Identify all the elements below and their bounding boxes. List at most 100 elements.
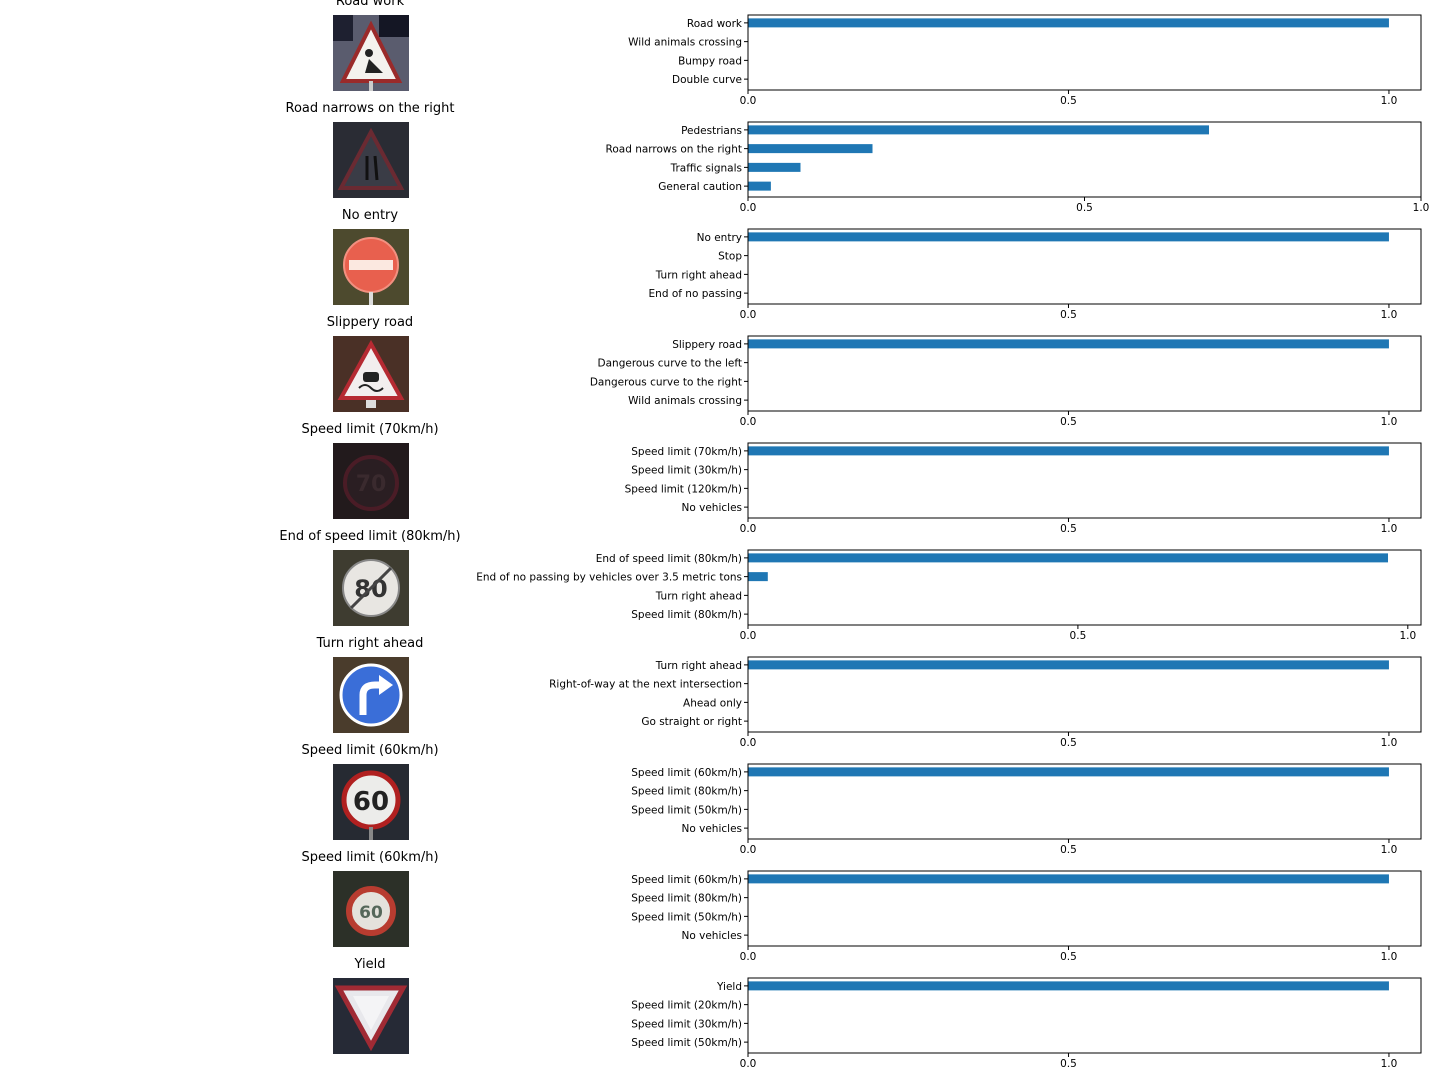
turn-right-ahead-sign-image	[333, 657, 409, 733]
category-label: Speed limit (30km/h)	[631, 465, 742, 477]
top-probabilities-chart: Pedestrians Road narrows on the right Traf…	[470, 107, 1440, 214]
x-tick-label: 0.5	[1060, 844, 1077, 856]
category-label: Turn right ahead	[655, 590, 742, 602]
x-tick-label: 0.0	[740, 523, 757, 535]
prediction-row: Yield Yield Speed limit (20km/h) Speed limi…	[0, 963, 1440, 1070]
x-tick-label: 0.0	[740, 737, 757, 749]
x-tick-label: 0.5	[1060, 951, 1077, 963]
yield-sign-image	[333, 978, 409, 1054]
x-tick-label: 0.5	[1060, 1058, 1077, 1070]
bar-chart-svg: No entry Stop Turn right ahead End of no pa…	[470, 214, 1440, 321]
bar	[748, 339, 1389, 348]
x-tick-label: 0.0	[740, 309, 757, 321]
bar-chart-svg: Speed limit (60km/h) Speed limit (80km/h)…	[470, 749, 1440, 856]
sign-title: Road narrows on the right	[230, 101, 510, 116]
sign-title: No entry	[230, 208, 510, 223]
category-label: Dangerous curve to the left	[598, 358, 742, 370]
sign-image: 70	[333, 443, 409, 519]
bar-chart-svg: PedestriansRoad narrows on the rightTraf…	[470, 107, 1440, 214]
svg-text:70: 70	[356, 472, 387, 497]
sign-image: 80	[333, 550, 409, 626]
sign-image	[333, 15, 409, 91]
category-label: Wild animals crossing	[628, 395, 742, 407]
category-label: No entry	[697, 232, 742, 244]
sign-title: Turn right ahead	[230, 636, 510, 651]
sign-title: Yield	[230, 957, 510, 972]
category-label: Speed limit (50km/h)	[631, 911, 742, 923]
x-tick-label: 1.0	[1381, 844, 1398, 856]
sign-image	[333, 978, 409, 1054]
bar-chart-svg: Road work Wild animals crossing Bumpy road…	[470, 0, 1440, 107]
sign-title: Road work	[230, 0, 510, 9]
category-label: End of no passing	[649, 288, 742, 300]
bar	[748, 144, 873, 153]
category-label: Stop	[718, 251, 742, 263]
category-label: Wild animals crossing	[628, 37, 742, 49]
category-label: Dangerous curve to the right	[590, 376, 742, 388]
sign-image	[333, 657, 409, 733]
prediction-row: Speed limit (70km/h) 70 Speed limit (70km/…	[0, 428, 1440, 535]
prediction-row: Speed limit (60km/h) 60 Speed limit (60km/…	[0, 856, 1440, 963]
category-label: Turn right ahead	[655, 269, 742, 281]
x-tick-label: 0.5	[1076, 202, 1093, 214]
category-label: Road narrows on the right	[606, 144, 742, 156]
prediction-row: Speed limit (60km/h) 60 Speed limit (60km/…	[0, 749, 1440, 856]
category-label: End of no passing by vehicles over 3.5 m…	[476, 572, 742, 584]
svg-text:60: 60	[359, 903, 383, 923]
x-tick-label: 0.5	[1060, 737, 1077, 749]
x-tick-label: 0.5	[1060, 309, 1077, 321]
bar	[748, 163, 800, 172]
svg-text:60: 60	[353, 787, 389, 817]
speed-limit-60-sign-blurry-image: 60	[333, 871, 409, 947]
x-tick-label: 0.0	[740, 202, 757, 214]
x-tick-label: 0.0	[740, 95, 757, 107]
road-narrows-sign-image	[333, 122, 409, 198]
category-label: Yield	[716, 981, 742, 993]
slippery-road-sign-image	[333, 336, 409, 412]
x-tick-label: 1.0	[1381, 737, 1398, 749]
category-label: Speed limit (80km/h)	[631, 893, 742, 905]
sign-title: Speed limit (60km/h)	[230, 850, 510, 865]
x-tick-label: 0.0	[740, 844, 757, 856]
category-label: Speed limit (60km/h)	[631, 874, 742, 886]
category-label: Speed limit (70km/h)	[631, 446, 742, 458]
bar	[748, 572, 768, 581]
prediction-row: No entry No entry Stop Turn right ahead End …	[0, 214, 1440, 321]
bar	[748, 874, 1389, 883]
x-tick-label: 1.0	[1381, 309, 1398, 321]
category-label: Turn right ahead	[655, 660, 742, 672]
category-label: No vehicles	[682, 823, 742, 835]
category-label: Speed limit (80km/h)	[631, 609, 742, 621]
category-label: Ahead only	[683, 697, 742, 709]
sign-title: End of speed limit (80km/h)	[230, 529, 510, 544]
bar	[748, 232, 1389, 241]
top-probabilities-chart: Speed limit (60km/h) Speed limit (80km/h)…	[470, 749, 1440, 856]
prediction-row: End of speed limit (80km/h)80End of spee…	[0, 535, 1440, 642]
category-label: Right-of-way at the next intersection	[549, 679, 742, 691]
sign-image: 60	[333, 871, 409, 947]
top-probabilities-chart: Yield Speed limit (20km/h) Speed limit (30…	[470, 963, 1440, 1070]
category-label: Pedestrians	[681, 125, 742, 137]
bar-chart-svg: Speed limit (70km/h) Speed limit (30km/h)…	[470, 428, 1440, 535]
sign-image: 60	[333, 764, 409, 840]
bar-chart-svg: YieldSpeed limit (20km/h)Speed limit (30…	[470, 963, 1440, 1070]
top-probabilities-chart: Road work Wild animals crossing Bumpy road…	[470, 0, 1440, 107]
x-tick-label: 0.0	[740, 416, 757, 428]
x-tick-label: 1.0	[1399, 630, 1416, 642]
end-speed-limit-80-sign-image: 80	[333, 550, 409, 626]
x-tick-label: 0.5	[1060, 416, 1077, 428]
bar	[748, 446, 1389, 455]
x-tick-label: 0.5	[1060, 523, 1077, 535]
bar-chart-svg: Turn right ahead Right-of-way at the next…	[470, 642, 1440, 749]
x-tick-label: 0.5	[1070, 630, 1087, 642]
sign-image	[333, 336, 409, 412]
sign-image	[333, 122, 409, 198]
prediction-row: Turn right ahead Turn right ahead Right-of…	[0, 642, 1440, 749]
bar	[748, 553, 1388, 562]
speed-limit-70-sign-image: 70	[333, 443, 409, 519]
x-tick-label: 0.5	[1060, 95, 1077, 107]
top-probabilities-chart: No entry Stop Turn right ahead End of no pa…	[470, 214, 1440, 321]
x-tick-label: 0.0	[740, 1058, 757, 1070]
bar	[748, 18, 1389, 27]
